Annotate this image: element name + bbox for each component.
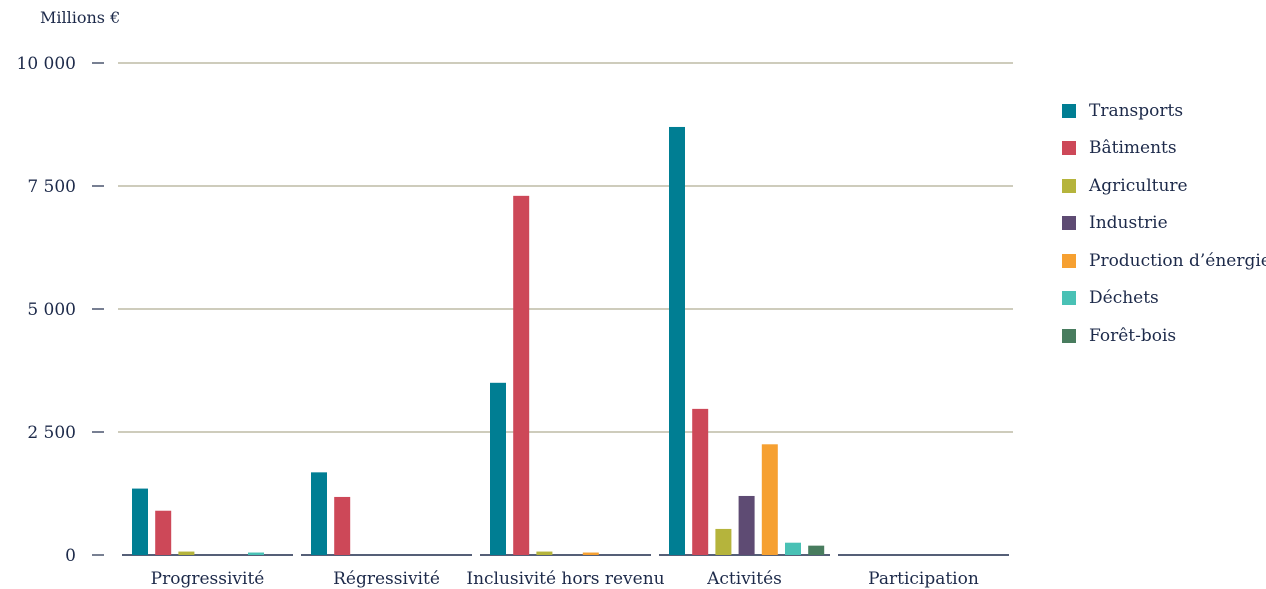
- bar-3-1: [692, 408, 709, 555]
- legend-label: Bâtiments: [1089, 138, 1177, 159]
- legend-label: Forêt-bois: [1089, 325, 1177, 346]
- legend-label: Production d’énergie: [1089, 250, 1266, 271]
- y-tick-label: 7 500: [27, 177, 76, 197]
- bar-2-2: [536, 551, 553, 555]
- bar-2-1: [513, 195, 530, 555]
- legend-item: Déchets: [1062, 280, 1266, 318]
- y-tick-label: 10 000: [17, 54, 76, 74]
- legend-swatch: [1062, 103, 1076, 118]
- legend-item: Industrie: [1062, 205, 1266, 243]
- bar-0-0: [132, 488, 148, 555]
- bar-3-2: [715, 528, 732, 555]
- bar-0-2: [178, 551, 195, 555]
- legend-item: Bâtiments: [1062, 130, 1266, 168]
- legend-item: Agriculture: [1062, 167, 1266, 205]
- bar-3-3: [738, 495, 755, 555]
- bar-2-0: [490, 382, 506, 555]
- bar-3-5: [785, 542, 801, 555]
- legend-label: Transports: [1089, 100, 1184, 121]
- x-category-label: Inclusivité hors revenu: [466, 569, 664, 589]
- y-axis-unit-label: Millions €: [40, 8, 121, 27]
- legend-swatch: [1062, 178, 1076, 193]
- bar-0-1: [155, 510, 172, 555]
- legend-label: Industrie: [1089, 213, 1168, 234]
- legend-item: Production d’énergie: [1062, 242, 1266, 280]
- legend-swatch: [1062, 253, 1076, 268]
- bar-3-6: [808, 545, 825, 555]
- legend-swatch: [1062, 216, 1076, 231]
- bar-3-0: [669, 126, 685, 556]
- chart-legend: Transports Bâtiments Agriculture Industrie P…: [1062, 92, 1266, 355]
- bar-2-4: [582, 552, 599, 555]
- legend-item: Transports: [1062, 92, 1266, 130]
- legend-item: Forêt-bois: [1062, 317, 1266, 355]
- bar-0-5: [248, 552, 264, 555]
- legend-swatch: [1062, 328, 1076, 343]
- bar-1-0: [311, 472, 327, 555]
- legend-swatch: [1062, 141, 1076, 156]
- x-category-label: Régressivité: [333, 569, 440, 589]
- y-tick-label: 5 000: [27, 300, 76, 320]
- x-category-label: Progressivité: [151, 569, 265, 589]
- legend-label: Agriculture: [1089, 175, 1188, 196]
- x-category-label: Activités: [706, 569, 782, 589]
- legend-label: Déchets: [1089, 288, 1159, 309]
- x-category-label: Participation: [868, 569, 979, 589]
- bar-3-4: [761, 444, 778, 555]
- bar-1-1: [334, 496, 351, 555]
- y-tick-label: 2 500: [27, 423, 76, 443]
- y-tick-label: 0: [65, 546, 76, 566]
- legend-swatch: [1062, 291, 1076, 306]
